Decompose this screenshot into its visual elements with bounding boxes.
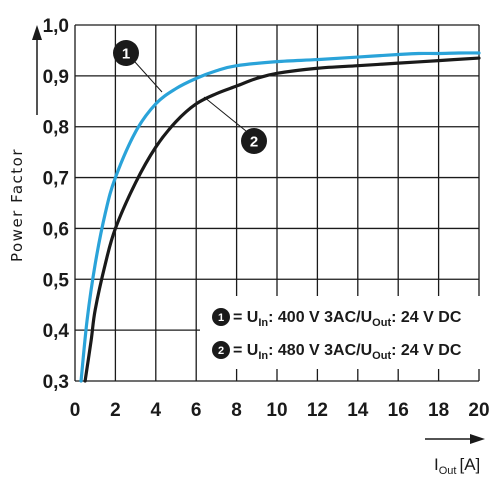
y-tick-label-0,4: 0,4 <box>43 321 70 342</box>
x-tick-label-20: 20 <box>468 400 489 421</box>
x-tick-label-0: 0 <box>70 400 81 421</box>
legend-2-sub2: Out <box>372 350 391 362</box>
legend-2-pre: = U <box>233 342 258 359</box>
legend-box <box>200 296 480 369</box>
tick-labels: 0 2 4 6 8 10 12 14 16 18 200,30,40,50,60,70,80,91,… <box>43 16 490 421</box>
y-tick-label-0,9: 0,9 <box>43 67 69 88</box>
x-tick-label-6: 6 <box>191 400 202 421</box>
y-axis-label: Power Factor <box>8 148 26 262</box>
legend-2-label: = UIn: 480 V 3AC/UOut: 24 V DC <box>233 342 462 362</box>
x-tick-label-4: 4 <box>151 400 162 421</box>
legend-item-2: 2 = UIn: 480 V 3AC/UOut: 24 V DC <box>212 341 462 362</box>
legend-item-1: 1 = UIn: 400 V 3AC/UOut: 24 V DC <box>212 308 462 329</box>
y-tick-label-0,8: 0,8 <box>43 118 69 139</box>
legend-1-post: : 24 V DC <box>391 309 462 326</box>
legend-1-mid: : 400 V 3AC/U <box>268 309 372 326</box>
legend-1-label: = UIn: 400 V 3AC/UOut: 24 V DC <box>233 309 462 329</box>
marker-1-leader <box>134 61 163 93</box>
legend-1-sub2: Out <box>372 317 391 329</box>
x-tick-label-2: 2 <box>110 400 121 421</box>
x-axis-label-unit: [A] <box>459 455 480 474</box>
y-tick-label-0,3: 0,3 <box>43 372 69 393</box>
legend: 1 = UIn: 400 V 3AC/UOut: 24 V DC 2 = UIn… <box>200 296 480 369</box>
x-axis-arrow-head <box>470 434 485 444</box>
legend-1-pre: = U <box>233 309 258 326</box>
legend-2-mid: : 480 V 3AC/U <box>268 342 372 359</box>
x-tick-label-16: 16 <box>388 400 409 421</box>
x-axis-label: IOut [A] <box>434 455 480 477</box>
x-axis-label-sub: Out <box>439 465 457 477</box>
marker-1-number: 1 <box>122 46 130 63</box>
y-tick-label-0,7: 0,7 <box>43 169 69 190</box>
y-tick-label-0,5: 0,5 <box>43 270 70 291</box>
legend-2-sub1: In <box>258 350 268 362</box>
x-tick-label-18: 18 <box>428 400 449 421</box>
x-axis-label-main: I <box>434 455 439 474</box>
legend-2-badge <box>212 341 230 359</box>
marker-2-number: 2 <box>250 134 258 151</box>
legend-1-badge <box>212 308 230 326</box>
marker-2-circle <box>241 128 267 154</box>
series-lines <box>79 51 481 383</box>
y-tick-label-0,6: 0,6 <box>43 219 69 240</box>
legend-1-sub1: In <box>258 317 268 329</box>
x-tick-label-14: 14 <box>347 400 369 421</box>
y-tick-label-1,0: 1,0 <box>43 16 69 37</box>
legend-2-number: 2 <box>218 345 224 357</box>
x-tick-label-10: 10 <box>266 400 287 421</box>
x-tick-label-12: 12 <box>307 400 328 421</box>
marker-2-leader <box>203 96 247 132</box>
legend-2-post: : 24 V DC <box>391 342 462 359</box>
series-line-1 <box>79 51 481 383</box>
y-axis-arrow-head <box>32 25 42 40</box>
legend-1-number: 1 <box>218 312 224 324</box>
x-tick-label-8: 8 <box>231 400 242 421</box>
series-line-2 <box>83 56 481 383</box>
marker-1-circle <box>113 40 139 66</box>
